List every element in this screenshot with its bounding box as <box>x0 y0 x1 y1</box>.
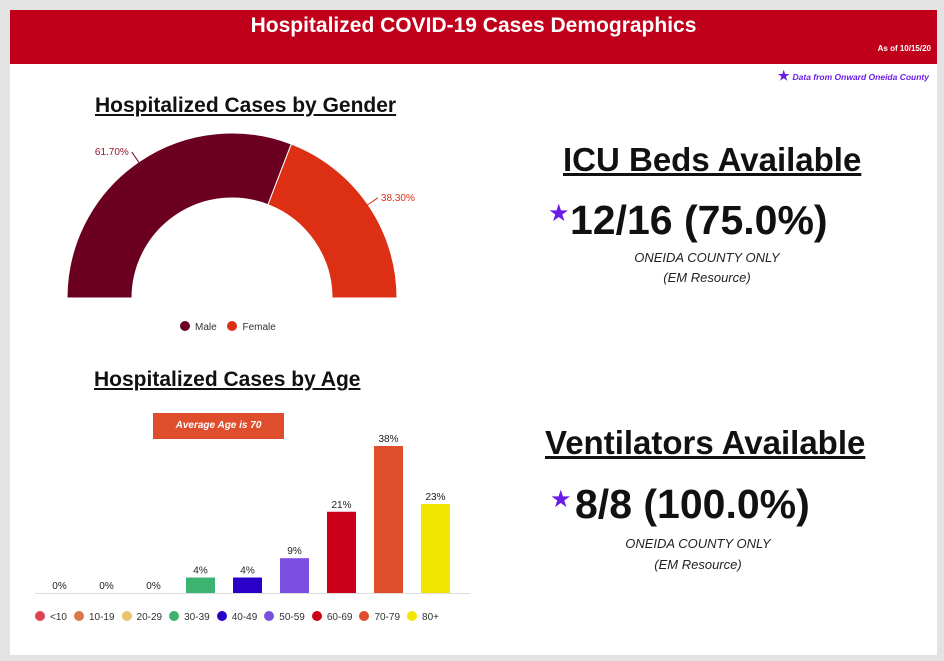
as-of-date: As of 10/15/20 <box>877 44 931 53</box>
age-bar-5 <box>280 558 309 593</box>
icu-note-scope: ONEIDA COUNTY ONLY <box>634 250 780 265</box>
age-legend-item: 40-49 <box>216 611 258 623</box>
age-legend-label: 80+ <box>422 612 439 623</box>
source-note: ★ Data from Onward Oneida County <box>778 68 929 84</box>
gender-half-donut-chart: 61.70% 38.30% <box>66 132 415 299</box>
legend-label-male: Male <box>195 322 217 333</box>
age-legend-dot <box>121 611 132 621</box>
age-legend-dot <box>169 611 180 621</box>
age-legend-item: 70-79 <box>359 611 400 623</box>
ventilators-title: Ventilators Available <box>545 424 866 461</box>
age-legend-dot <box>35 611 45 621</box>
age-data-label: 9% <box>287 546 302 557</box>
legend-dot-male <box>180 321 190 331</box>
star-icon: ★ <box>548 200 570 227</box>
icu-value: 12/16 (75.0%) <box>570 197 828 243</box>
age-legend-label: 40-49 <box>231 612 258 623</box>
age-legend-item: 50-59 <box>264 611 305 623</box>
age-bar-7 <box>374 446 403 593</box>
gender-slice-male <box>66 132 292 299</box>
age-legend-label: 70-79 <box>374 612 401 623</box>
age-legend-item: 20-29 <box>121 611 163 623</box>
age-chart-title: Hospitalized Cases by Age <box>94 368 361 391</box>
legend-dot-female <box>227 321 238 331</box>
age-data-label: 0% <box>146 581 161 592</box>
ventilators-note-source: (EM Resource) <box>654 557 742 572</box>
gender-label-leader <box>366 197 379 207</box>
age-legend-dot <box>359 611 370 621</box>
age-legend-label: 20-29 <box>136 612 163 623</box>
dashboard-card: Hospitalized COVID-19 Cases Demographics… <box>10 10 937 655</box>
age-legend-item: 60-69 <box>311 611 353 623</box>
age-data-label: 0% <box>99 581 114 592</box>
ventilators-value: 8/8 (100.0%) <box>575 481 810 527</box>
age-data-label: 4% <box>193 566 208 577</box>
age-legend-dot <box>73 611 84 621</box>
ventilators-note-scope: ONEIDA COUNTY ONLY <box>625 536 771 551</box>
age-legend-dot <box>407 611 418 621</box>
age-legend-label: <10 <box>50 612 67 623</box>
icu-title: ICU Beds Available <box>563 141 862 178</box>
age-legend: <10 10-19 20-29 30-39 40-49 50-59 60-69 70-79 80… <box>35 611 446 623</box>
age-data-label: 23% <box>425 492 445 503</box>
age-legend-label: 50-59 <box>279 612 305 623</box>
age-bar-8 <box>421 504 450 593</box>
age-legend-item: <10 <box>35 611 67 623</box>
age-legend-item: 10-19 <box>73 611 115 623</box>
age-bar-4 <box>233 577 262 593</box>
age-legend-label: 10-19 <box>88 612 115 623</box>
age-data-label: 38% <box>378 434 398 445</box>
legend-item-female: Female <box>227 321 276 333</box>
star-icon: ★ <box>550 486 572 513</box>
age-legend-item: 30-39 <box>169 611 210 623</box>
age-legend-label: 30-39 <box>184 612 210 623</box>
average-age-badge: Average Age is 70 <box>153 413 284 439</box>
legend-item-male: Male <box>180 321 217 333</box>
age-legend-dot <box>216 611 227 621</box>
age-data-label: 0% <box>52 581 67 592</box>
age-legend-label: 60-69 <box>326 612 353 623</box>
age-legend-item: 80+ <box>407 611 439 623</box>
age-bar-3 <box>186 577 215 593</box>
age-legend-dot <box>264 611 275 621</box>
gender-data-label: 38.30% <box>381 193 415 204</box>
gender-chart-title: Hospitalized Cases by Gender <box>95 94 397 117</box>
legend-label-female: Female <box>242 322 276 333</box>
gender-data-label: 61.70% <box>95 147 129 158</box>
source-note-text: Data from Onward Oneida County <box>792 72 930 82</box>
header-bar: Hospitalized COVID-19 Cases Demographics… <box>10 10 937 64</box>
gender-slice-female <box>267 143 398 299</box>
page-title: Hospitalized COVID-19 Cases Demographics <box>250 14 697 37</box>
age-bar-chart: 0% 0% 0% 4% 4% 9% 21% 38% 23% <box>35 434 470 594</box>
star-icon: ★ <box>777 68 790 83</box>
age-legend-dot <box>311 611 322 621</box>
age-data-label: 4% <box>240 566 255 577</box>
age-bar-6 <box>327 511 356 593</box>
icu-note-source: (EM Resource) <box>663 270 751 285</box>
age-data-label: 21% <box>331 500 351 511</box>
gender-legend: Male Female <box>180 321 276 333</box>
gender-label-leader <box>131 151 141 164</box>
